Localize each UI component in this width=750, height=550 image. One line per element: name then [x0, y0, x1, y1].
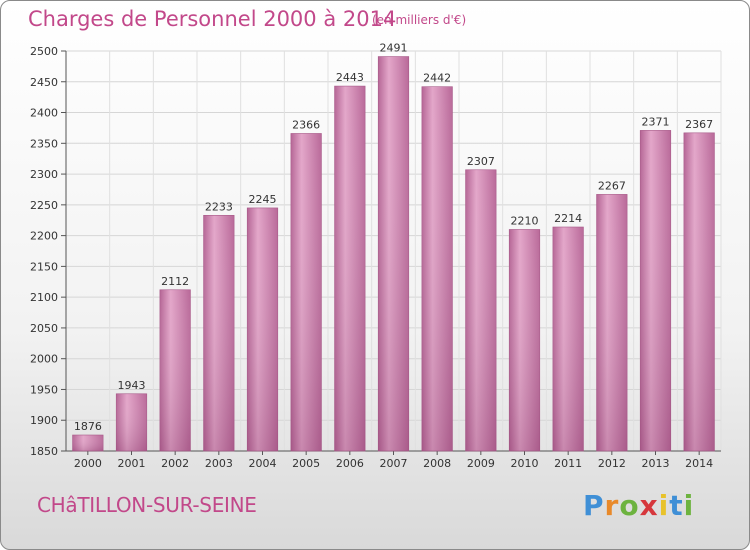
x-tick-label: 2010 — [511, 457, 539, 470]
bar-shade — [552, 227, 584, 451]
logo-letter: i — [658, 489, 670, 522]
x-tick-label: 2007 — [380, 457, 408, 470]
data-label: 2371 — [642, 115, 670, 128]
logo-letter: t — [669, 489, 684, 522]
y-tick-label: 1900 — [30, 414, 58, 427]
logo-letter: r — [604, 489, 620, 522]
y-tick-label: 2350 — [30, 137, 58, 150]
bar-shade — [421, 86, 453, 451]
proxiti-logo: Proxiti — [583, 489, 694, 522]
bar-shade — [159, 289, 191, 451]
unit-label: (en milliers d'€) — [372, 13, 467, 27]
data-label: 2233 — [205, 200, 233, 213]
y-tick-label: 2250 — [30, 199, 58, 212]
x-tick-label: 2002 — [161, 457, 189, 470]
y-tick-label: 2200 — [30, 230, 58, 243]
data-label: 1943 — [118, 379, 146, 392]
data-label: 2214 — [554, 212, 582, 225]
bar-shade — [203, 215, 235, 451]
bars — [72, 56, 715, 452]
x-tick-label: 2014 — [685, 457, 713, 470]
city-name: CHâTILLON-SUR-SEINE — [37, 493, 257, 517]
data-label: 2491 — [380, 42, 408, 55]
y-tick-label: 2100 — [30, 291, 58, 304]
labels: 2000 1876 2001 1943 2002 2112 2003 2233 2004 2245… — [74, 42, 713, 470]
bar-shade — [596, 194, 628, 451]
bar-shade — [334, 86, 366, 452]
x-tick-label: 2009 — [467, 457, 495, 470]
x-tick-label: 2005 — [292, 457, 320, 470]
y-tick-label: 2450 — [30, 76, 58, 89]
data-label: 2366 — [292, 118, 320, 131]
x-tick-label: 2011 — [554, 457, 582, 470]
logo-letter: P — [583, 489, 605, 522]
bar-shade — [640, 130, 671, 451]
y-tick-label: 2050 — [30, 322, 58, 335]
data-label: 2442 — [423, 72, 451, 85]
x-tick-label: 2000 — [74, 457, 102, 470]
data-label: 1876 — [74, 420, 102, 433]
bar-shade — [465, 169, 497, 451]
bar-shade — [290, 133, 322, 451]
y-tick-label: 1850 — [30, 445, 58, 458]
logo-letter: i — [683, 489, 695, 522]
data-label: 2307 — [467, 155, 495, 168]
y-tick-label: 2150 — [30, 260, 58, 273]
data-label: 2443 — [336, 71, 364, 84]
data-label: 2210 — [511, 214, 539, 227]
logo-letter: o — [619, 489, 640, 522]
x-tick-label: 2008 — [423, 457, 451, 470]
bar-shade — [378, 56, 409, 452]
x-tick-label: 2006 — [336, 457, 364, 470]
x-tick-label: 2013 — [642, 457, 670, 470]
data-label: 2267 — [598, 179, 626, 192]
data-label: 2245 — [249, 193, 277, 206]
y-tick-label: 2500 — [30, 45, 58, 58]
chart-title: Charges de Personnel 2000 à 2014 — [28, 7, 397, 31]
x-tick-label: 2004 — [249, 457, 277, 470]
data-label: 2112 — [161, 275, 189, 288]
x-tick-label: 2001 — [118, 457, 146, 470]
y-tick-label: 2000 — [30, 353, 58, 366]
bar-shade — [72, 435, 104, 451]
logo-letter: x — [639, 489, 659, 522]
bar-shade — [683, 132, 715, 451]
x-tick-label: 2012 — [598, 457, 626, 470]
y-tick-label: 2400 — [30, 107, 58, 120]
x-tick-label: 2003 — [205, 457, 233, 470]
bar-shade — [116, 393, 147, 451]
bar-shade — [509, 229, 540, 451]
y-tick-label: 1950 — [30, 383, 58, 396]
bar-shade — [247, 207, 278, 451]
y-tick-label: 2300 — [30, 168, 58, 181]
data-label: 2367 — [685, 118, 713, 131]
